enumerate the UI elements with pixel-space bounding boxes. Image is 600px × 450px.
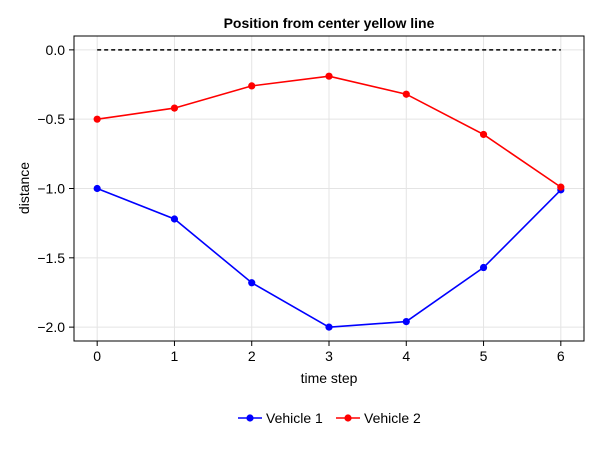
vehicle-1-point [93, 184, 101, 193]
chart-title: Position from center yellow line [224, 15, 435, 31]
vehicle-1-point [479, 263, 488, 272]
vehicle-2-point [248, 82, 256, 90]
legend-marker-vehicle-2 [344, 414, 352, 422]
axis-ticks: 0 1 2 3 4 5 6 0.0 −0.5 −1.0 −1.5 −2.0 [37, 42, 565, 364]
vehicle-2-point [402, 90, 410, 98]
y-axis-label: distance [16, 162, 32, 214]
y-tick-label: −1.0 [37, 181, 65, 197]
vehicle-1-point [325, 323, 333, 331]
vehicle-2-point [170, 104, 179, 112]
y-tick-label: −0.5 [37, 111, 65, 127]
x-tick-label: 4 [402, 348, 410, 364]
x-tick-label: 0 [93, 348, 101, 364]
vehicle-2-point [325, 72, 333, 80]
x-tick-label: 3 [325, 348, 333, 364]
y-tick-label: −1.5 [37, 250, 65, 266]
vehicle-2-point [93, 115, 101, 123]
vehicle-1-point [248, 279, 256, 287]
x-tick-label: 6 [557, 348, 565, 364]
legend-label-vehicle-2: Vehicle 2 [364, 410, 421, 426]
legend: Vehicle 1 Vehicle 2 [238, 410, 421, 426]
x-tick-label: 5 [480, 348, 488, 364]
x-axis-label: time step [301, 370, 358, 386]
series-group [93, 72, 565, 331]
y-tick-label: 0.0 [46, 42, 66, 58]
legend-marker-vehicle-1 [246, 414, 254, 422]
x-tick-label: 2 [248, 348, 256, 364]
vehicle-1-point [402, 317, 410, 326]
vehicle-1-point [170, 215, 179, 223]
grid [74, 36, 584, 341]
y-tick-label: −2.0 [37, 319, 65, 335]
legend-label-vehicle-1: Vehicle 1 [266, 410, 323, 426]
vehicle-2-point [479, 130, 488, 139]
vehicle-2-point [557, 183, 565, 191]
x-tick-label: 1 [171, 348, 179, 364]
